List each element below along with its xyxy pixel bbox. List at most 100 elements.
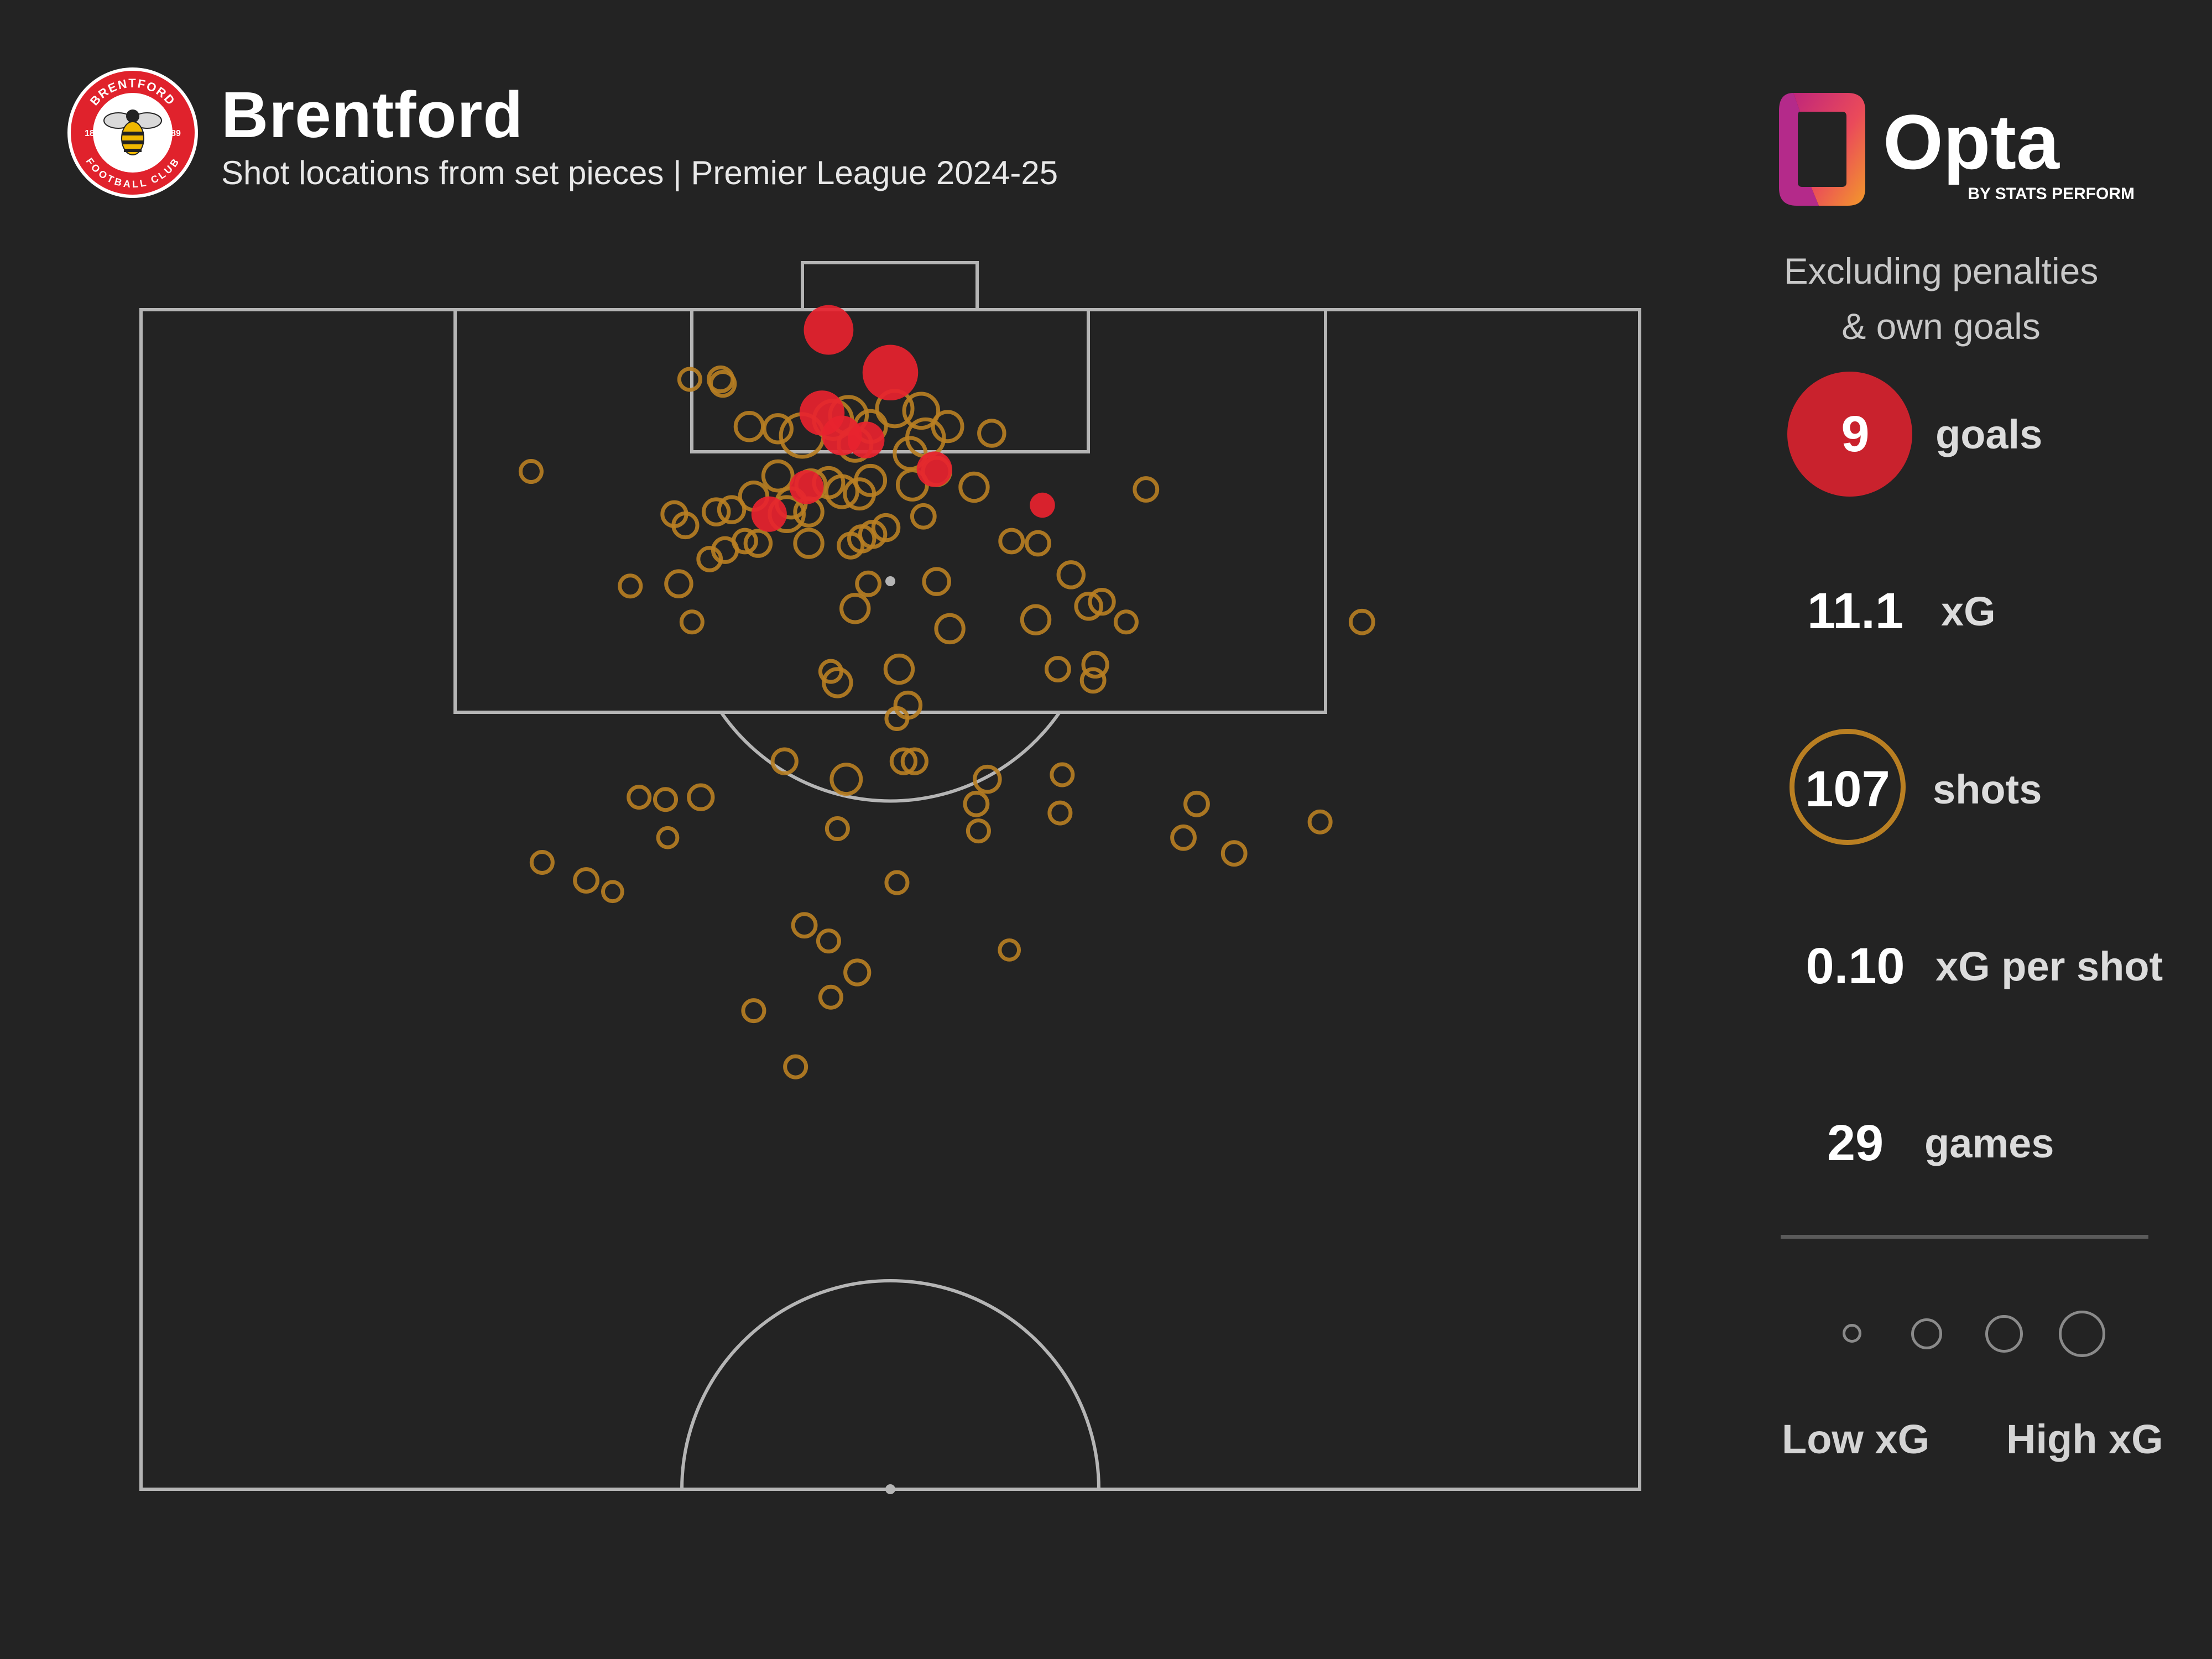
shot-marker [717, 495, 747, 524]
shot-marker [963, 790, 990, 817]
shot-marker [977, 419, 1006, 448]
shot-marker [854, 463, 888, 497]
penalty-arc [719, 711, 1061, 803]
shot-marker [922, 567, 951, 596]
shot-marker [696, 546, 723, 572]
shot-marker [1020, 604, 1052, 635]
shot-marker [839, 593, 871, 624]
shot-marker [931, 410, 964, 444]
shot-marker [822, 667, 853, 698]
shot-marker [966, 818, 991, 844]
shot-marker [900, 747, 928, 775]
shot-marker [701, 497, 731, 526]
shot-marker [733, 411, 765, 442]
shot-marker [998, 528, 1025, 555]
shot-marker [825, 816, 850, 842]
stat-value-goals: 9 [1841, 405, 1870, 462]
stat-value-xg: 11.1 [1807, 582, 1903, 639]
shot-marker [518, 459, 544, 484]
shot-marker [762, 413, 794, 445]
goal-markers [751, 305, 1055, 532]
shot-marker [884, 870, 910, 895]
crest-year-right: 89 [171, 129, 181, 138]
goal-marker [862, 345, 919, 401]
goal-marker [789, 470, 824, 504]
shot-marker [1025, 530, 1051, 557]
shot-marker [934, 613, 966, 645]
shot-marker [816, 928, 841, 954]
shot-marker [1170, 824, 1197, 851]
shot-marker [791, 912, 818, 939]
goal-marker [804, 305, 854, 355]
shot-marker [818, 984, 843, 1010]
stat-value-shots: 107 [1805, 760, 1890, 817]
legend-circle-xs [1843, 1324, 1861, 1343]
centre-circle [680, 1279, 1100, 1490]
shot-marker [618, 573, 643, 599]
shot-marker [627, 785, 652, 810]
shot-marker [687, 783, 715, 811]
shot-marker [1113, 609, 1139, 635]
shot-marker [1081, 650, 1109, 679]
stat-goals: 9 goals [1742, 371, 2212, 498]
shot-marker [761, 459, 795, 493]
goal-badge [1787, 372, 1912, 497]
shot-marker [708, 369, 737, 398]
shot-marker [679, 609, 705, 635]
shot-marker [1183, 790, 1210, 817]
stat-value-xg-per-shot: 0.10 [1806, 937, 1905, 994]
goal-frame [801, 261, 979, 311]
shot-marker [1307, 809, 1333, 834]
goal-marker [916, 451, 952, 487]
opta-tagline: BY STATS PERFORM [1968, 185, 2135, 203]
shot-marker [871, 513, 901, 542]
shot-marker [1088, 588, 1116, 616]
stat-games: 29 games [1742, 1079, 2212, 1207]
brentford-crest: BRENTFORD FOOTBALL CLUB 18 89 [67, 67, 198, 198]
shot-marker [883, 653, 915, 685]
note-line-2: & own goals [1841, 306, 2041, 347]
shot-marker [1044, 656, 1071, 682]
shot-marker [1348, 608, 1375, 635]
divider [1781, 1235, 2148, 1239]
shot-marker [656, 826, 680, 849]
stat-label-xg: xG [1941, 588, 1996, 634]
shot-marker [743, 529, 773, 558]
shot-marker [529, 849, 555, 875]
shot-marker [770, 747, 799, 775]
legend-circle-sm [1911, 1318, 1942, 1349]
opta-wordmark: Opta [1883, 98, 2060, 185]
shot-marker [1079, 667, 1107, 694]
shot-marker [793, 528, 825, 559]
pitch-chart [139, 261, 1641, 1494]
shot-marker [910, 503, 937, 530]
shot-marker [902, 392, 941, 430]
shot-marker [1220, 840, 1248, 867]
exclusion-note: Excluding penalties & own goals [1742, 243, 2140, 354]
stat-label-games: games [1924, 1120, 2054, 1166]
goal-marker [751, 496, 787, 532]
shot-marker [958, 471, 990, 503]
legend-high-label: High xG [2006, 1416, 2163, 1462]
crest-year-left: 18 [85, 129, 95, 138]
shot-marker [843, 958, 872, 987]
shot-marker [671, 511, 700, 540]
shot-marker [1047, 800, 1073, 826]
shot-marker [573, 867, 599, 894]
bee-icon [103, 109, 162, 155]
opta-logo: Opta BY STATS PERFORM [1779, 93, 2135, 206]
stat-xg: 11.1 xG [1742, 547, 2212, 675]
shot-marker [601, 880, 624, 904]
shot-marker [824, 474, 859, 509]
legend-circle-lg [2059, 1311, 2105, 1357]
shot-marker [1050, 762, 1075, 787]
shot-marker [741, 998, 766, 1024]
shot-marker [830, 763, 863, 796]
shot-marker [664, 569, 693, 598]
stat-label-xg-per-shot: xG per shot [1936, 943, 2163, 989]
penalty-spot [885, 576, 895, 586]
goal-marker [1030, 492, 1055, 518]
shot-marker [889, 747, 918, 775]
shot-marker [783, 1054, 808, 1079]
